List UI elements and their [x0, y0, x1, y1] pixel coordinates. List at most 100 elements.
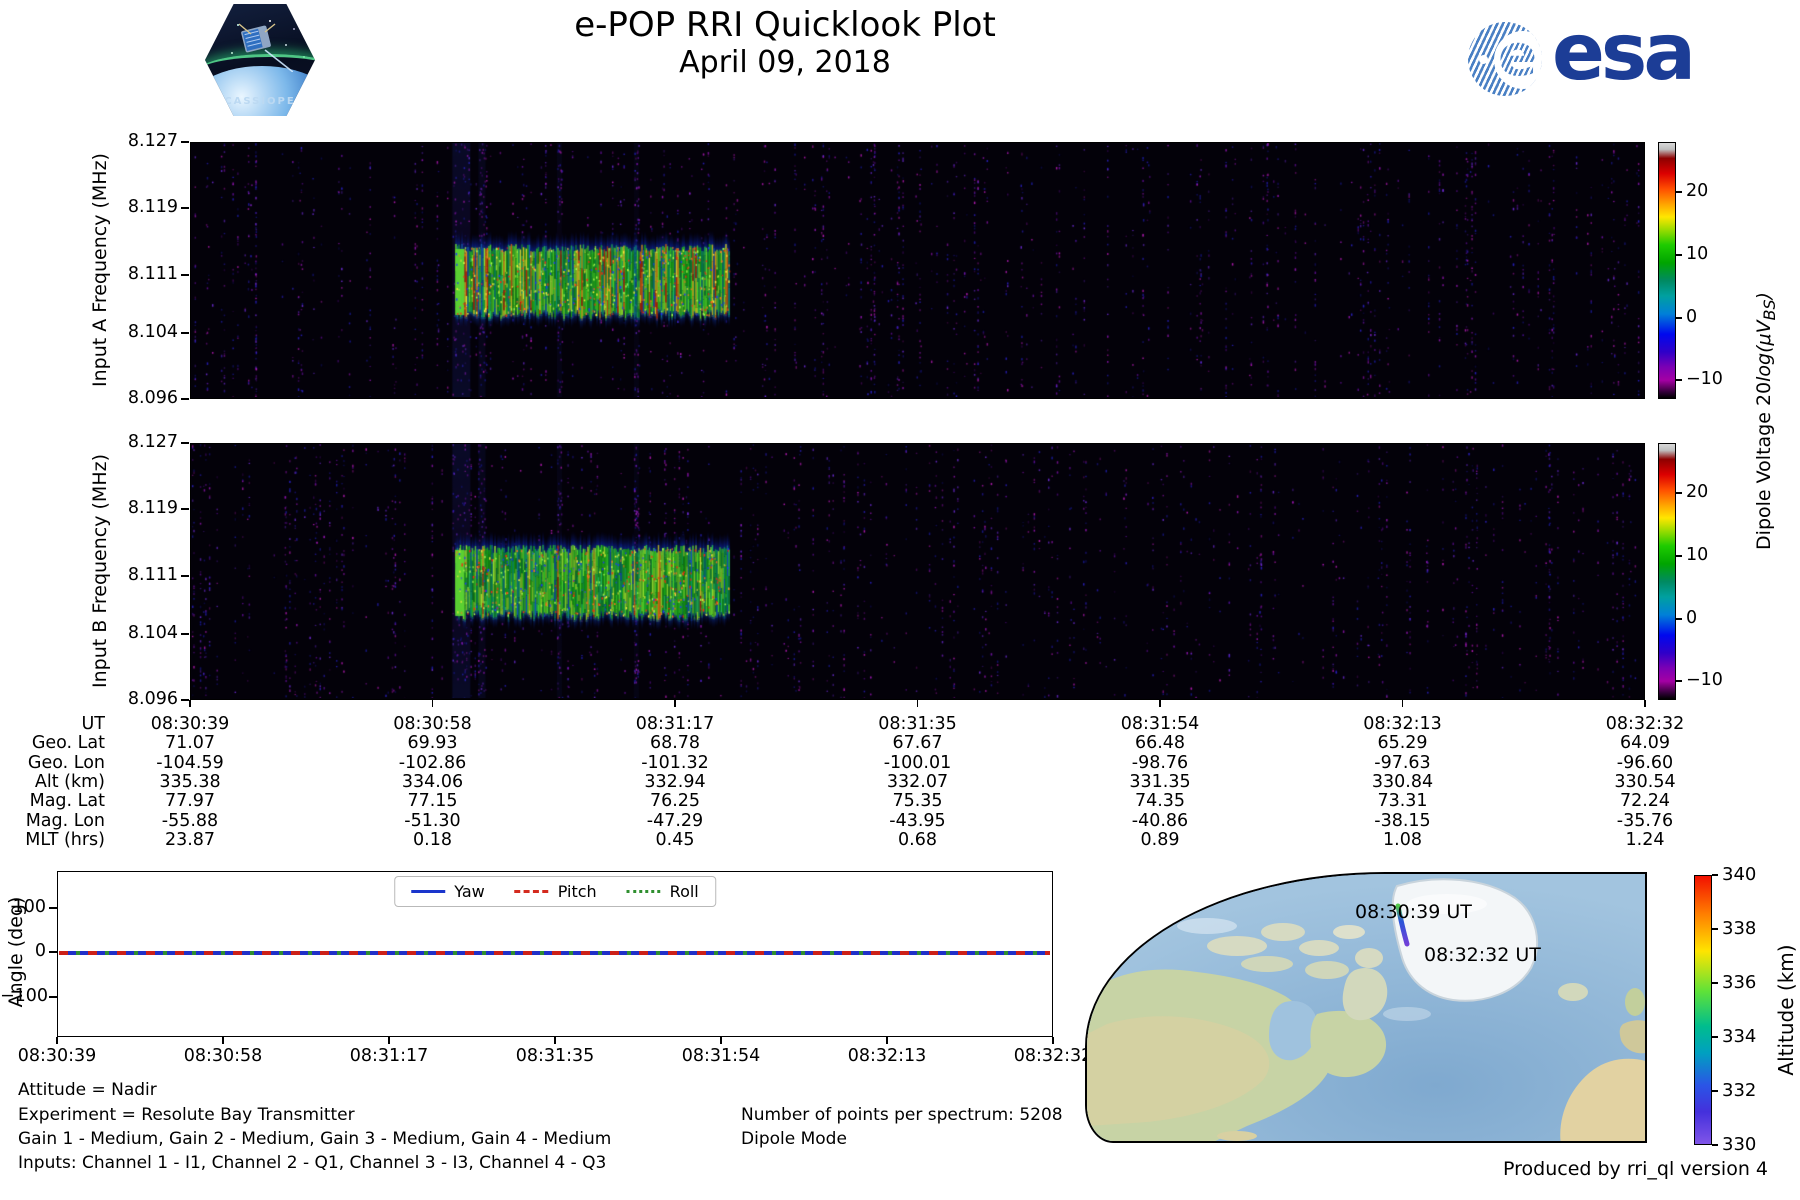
eph-cell: -40.86	[1131, 810, 1189, 831]
alt-tick-label: 338	[1722, 918, 1757, 939]
eph-cell: 330.54	[1614, 771, 1676, 792]
freq-tick-mark	[181, 207, 189, 210]
eph-cell: 08:31:17	[635, 714, 715, 734]
eph-cell: 08:32:32	[1605, 714, 1685, 734]
alt-tick-mark	[1712, 982, 1718, 984]
eph-row-label: Mag. Lat	[29, 791, 105, 812]
angle-xtick-label: 08:30:39	[17, 1046, 97, 1066]
alt-tick-label: 336	[1722, 972, 1757, 993]
eph-cell: 73.31	[1377, 791, 1428, 812]
attitude-zero-line	[59, 951, 1050, 955]
freq-tick-label: 8.119	[127, 498, 178, 519]
alt-tick-label: 332	[1722, 1080, 1757, 1101]
eph-cell: 23.87	[164, 829, 216, 850]
map-hudson-bay	[1269, 1000, 1318, 1061]
eph-cell: 330.84	[1371, 771, 1434, 792]
eph-cell: 0.45	[655, 829, 695, 850]
colorbar-input-a	[1658, 142, 1676, 399]
satellite-track	[1395, 903, 1410, 947]
altitude-colorbar-label: Altitude (km)	[1774, 944, 1798, 1076]
angle-ytick-label: 100	[12, 897, 46, 917]
angle-ytick-mark	[49, 996, 57, 998]
freq-tick-label: 8.096	[127, 388, 178, 408]
angle-xtick-label: 08:31:17	[349, 1046, 429, 1066]
eph-row-label: MLT (hrs)	[25, 829, 105, 850]
yaw-line-sample	[411, 890, 446, 893]
note-inputs: Inputs: Channel 1 - I1, Channel 2 - Q1, …	[18, 1153, 607, 1173]
esa-globe-icon: e	[1468, 22, 1542, 96]
freq-tick-mark	[181, 632, 189, 635]
legend-item-roll: Roll	[626, 882, 699, 901]
angle-ytick-label: −100	[0, 986, 49, 1006]
eph-cell: 65.29	[1377, 733, 1428, 754]
alt-tick-label: 334	[1722, 1026, 1757, 1047]
altitude-colorbar	[1694, 875, 1712, 1145]
freq-tick-mark	[181, 331, 189, 334]
colorbar-tick-label: 0	[1686, 306, 1698, 327]
note-dipole-mode: Dipole Mode	[741, 1129, 847, 1149]
alt-tick-mark	[1712, 874, 1718, 876]
eph-cell: 1.08	[1383, 829, 1422, 850]
eph-cell: 08:32:13	[1363, 714, 1442, 734]
angle-xtick-mark	[720, 1037, 722, 1044]
alt-tick-mark	[1712, 1144, 1718, 1146]
angle-xtick-label: 08:32:32	[1013, 1046, 1093, 1066]
colorbar-label-sub: BS	[1759, 299, 1779, 321]
freq-tick-mark	[181, 508, 189, 511]
angle-xtick-mark	[554, 1037, 556, 1044]
eph-cell: 332.94	[644, 771, 706, 792]
time-tick-mark	[674, 700, 676, 707]
legend-item-pitch: Pitch	[514, 882, 597, 901]
track-end-label: 08:32:32 UT	[1424, 944, 1541, 966]
alt-tick-mark	[1712, 1036, 1718, 1038]
legend-label: Roll	[669, 882, 699, 901]
legend-item-yaw: Yaw	[411, 882, 485, 901]
credit-text: Produced by rri_ql version 4	[1503, 1158, 1768, 1180]
eph-cell: 08:31:35	[878, 714, 957, 734]
colorbar-tick-label: 10	[1686, 243, 1709, 264]
cassiope-mission-logo: CASSIOPE	[205, 4, 315, 116]
aurora-arc	[205, 54, 315, 91]
freq-tick-mark	[181, 141, 189, 143]
freq-tick-label: 8.127	[127, 131, 178, 151]
freq-tick-label: 8.127	[127, 432, 178, 452]
spectrogram-b-image	[191, 444, 1643, 698]
eph-cell: 66.48	[1134, 733, 1186, 754]
esa-star-dot	[1479, 55, 1488, 64]
esa-e-glyph: e	[1498, 22, 1538, 89]
map-iberia	[1619, 1020, 1645, 1054]
eph-cell: -43.95	[889, 810, 946, 831]
alt-tick-mark	[1712, 928, 1718, 930]
angle-xtick-mark	[56, 1037, 58, 1044]
freq-tick-label: 8.096	[127, 689, 178, 709]
eph-cell: -102.86	[398, 752, 467, 773]
colorbar-tick-label: −10	[1686, 670, 1723, 691]
eph-row-label: UT	[81, 714, 106, 734]
eph-cell: 69.93	[407, 733, 458, 754]
note-points-per-spectrum: Number of points per spectrum: 5208	[741, 1105, 1063, 1125]
time-tick-mark	[431, 700, 434, 707]
eph-cell: -97.63	[1374, 752, 1431, 773]
eph-cell: 0.68	[898, 829, 937, 850]
eph-cell: 68.78	[649, 733, 701, 754]
eph-cell: 67.67	[892, 733, 943, 754]
eph-cell: 77.97	[164, 791, 216, 812]
colorbar-tick-mark	[1676, 191, 1682, 194]
eph-cell: 0.89	[1140, 829, 1180, 850]
eph-cell: -104.59	[156, 752, 224, 773]
page-title: e-POP RRI Quicklook Plot	[574, 5, 996, 45]
eph-row-label: Geo. Lat	[31, 733, 105, 754]
angle-xtick-mark	[1052, 1037, 1054, 1044]
eph-cell: -35.76	[1616, 810, 1674, 831]
badge-stars	[223, 18, 225, 20]
freq-tick-label: 8.111	[127, 564, 178, 585]
spectrogram-input-a	[190, 142, 1645, 399]
angle-xtick-mark	[886, 1037, 888, 1044]
eph-cell: -55.88	[161, 810, 219, 831]
freq-tick-label: 8.104	[127, 321, 178, 342]
attitude-plot: Yaw Pitch Roll	[57, 871, 1053, 1037]
esa-logo: e esa	[1466, 12, 1746, 104]
freq-tick-label: 8.104	[127, 622, 178, 643]
colorbar-tick-label: 20	[1686, 181, 1709, 202]
